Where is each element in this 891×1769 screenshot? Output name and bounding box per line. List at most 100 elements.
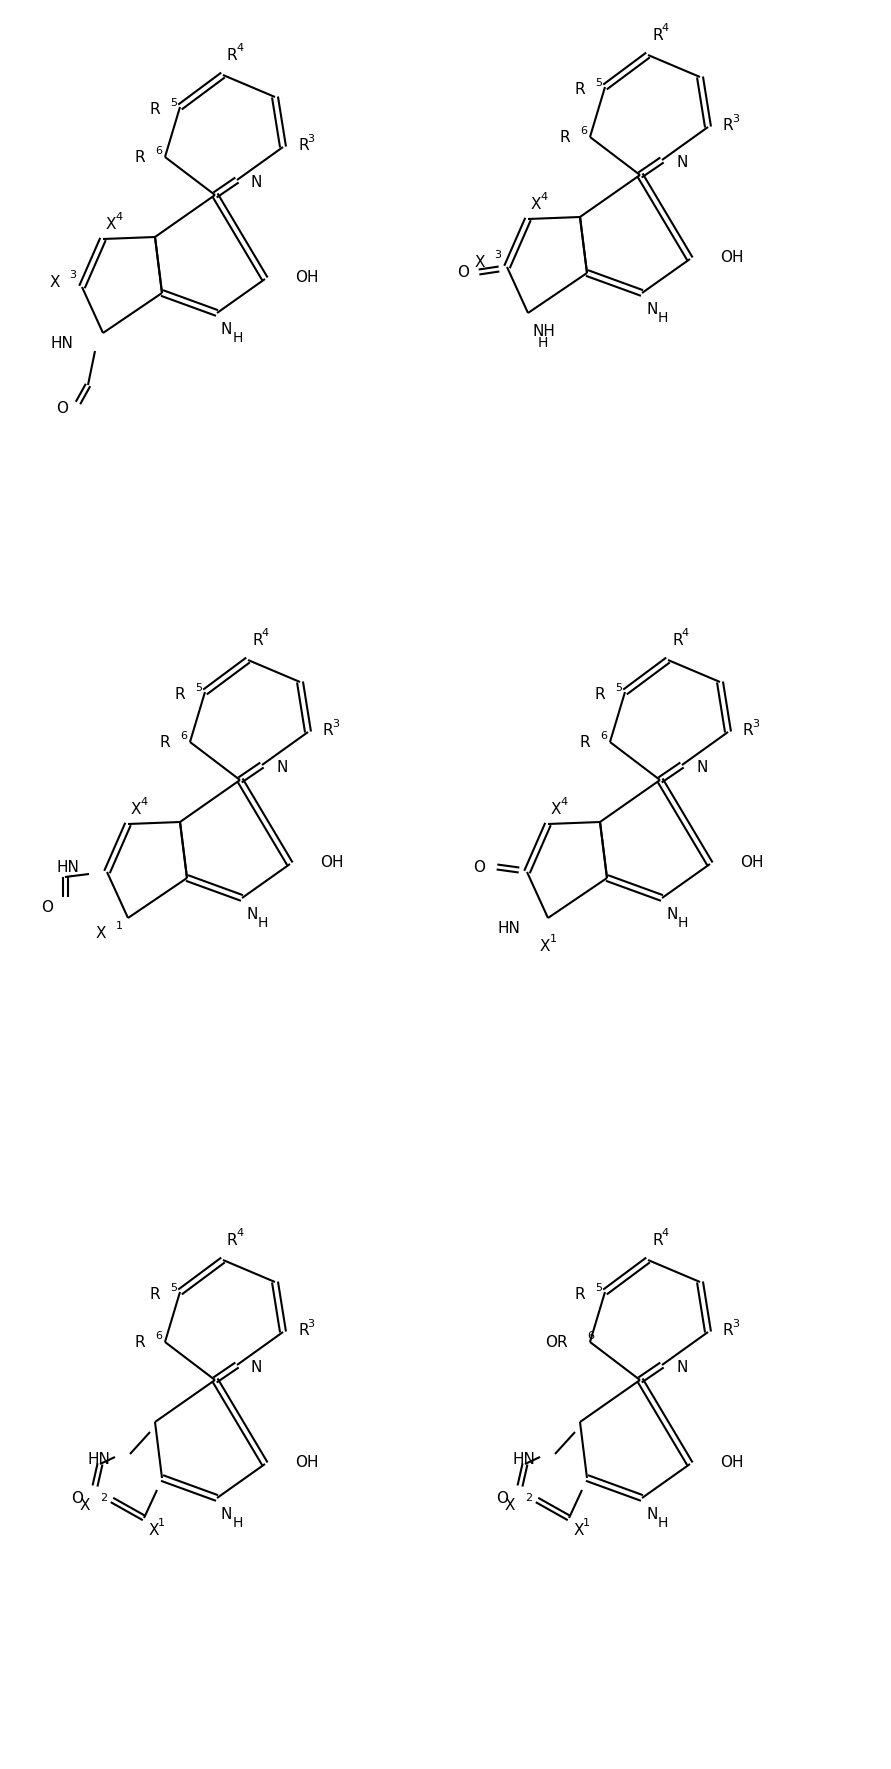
Text: R: R bbox=[298, 1323, 308, 1337]
Text: R: R bbox=[227, 1233, 238, 1247]
Text: HN: HN bbox=[50, 336, 73, 350]
Text: R: R bbox=[150, 101, 160, 117]
Text: H: H bbox=[538, 336, 548, 350]
Text: 3: 3 bbox=[732, 113, 739, 124]
Text: 5: 5 bbox=[595, 1283, 602, 1293]
Text: 4: 4 bbox=[140, 798, 147, 807]
Text: R: R bbox=[135, 150, 145, 165]
Text: R: R bbox=[560, 129, 570, 145]
Text: H: H bbox=[658, 1516, 668, 1530]
Text: R: R bbox=[175, 686, 185, 702]
Text: X: X bbox=[475, 255, 485, 269]
Text: 4: 4 bbox=[661, 1228, 668, 1238]
Text: N: N bbox=[276, 759, 288, 775]
Text: 1: 1 bbox=[583, 1518, 590, 1528]
Text: 6: 6 bbox=[580, 126, 587, 136]
Text: 4: 4 bbox=[236, 1228, 243, 1238]
Text: 4: 4 bbox=[681, 628, 688, 639]
Text: R: R bbox=[575, 81, 585, 97]
Text: R: R bbox=[743, 722, 754, 738]
Text: R: R bbox=[135, 1334, 145, 1350]
Text: 5: 5 bbox=[615, 683, 622, 693]
Text: 4: 4 bbox=[236, 42, 243, 53]
Text: N: N bbox=[666, 906, 677, 922]
Text: O: O bbox=[56, 400, 68, 416]
Text: H: H bbox=[258, 916, 268, 930]
Text: HN: HN bbox=[512, 1452, 535, 1467]
Text: 5: 5 bbox=[170, 97, 177, 108]
Text: 6: 6 bbox=[155, 1330, 162, 1341]
Text: HN: HN bbox=[87, 1452, 110, 1467]
Text: OR: OR bbox=[545, 1334, 568, 1350]
Text: X: X bbox=[131, 801, 142, 817]
Text: H: H bbox=[658, 311, 668, 325]
Text: X: X bbox=[95, 925, 106, 941]
Text: X: X bbox=[531, 196, 542, 212]
Text: O: O bbox=[496, 1491, 508, 1505]
Text: 2: 2 bbox=[100, 1493, 107, 1504]
Text: R: R bbox=[652, 1233, 663, 1247]
Text: OH: OH bbox=[740, 854, 764, 870]
Text: R: R bbox=[575, 1286, 585, 1302]
Text: X: X bbox=[106, 216, 117, 232]
Text: 6: 6 bbox=[600, 731, 607, 741]
Text: H: H bbox=[678, 916, 689, 930]
Text: 1: 1 bbox=[550, 934, 557, 945]
Text: N: N bbox=[251, 175, 262, 189]
Text: 3: 3 bbox=[332, 718, 339, 729]
Text: 6: 6 bbox=[155, 147, 162, 156]
Text: N: N bbox=[221, 1507, 233, 1521]
Text: R: R bbox=[723, 117, 733, 133]
Text: X: X bbox=[50, 274, 60, 290]
Text: R: R bbox=[298, 138, 308, 152]
Text: R: R bbox=[323, 722, 333, 738]
Text: R: R bbox=[594, 686, 605, 702]
Text: 4: 4 bbox=[540, 193, 547, 202]
Text: N: N bbox=[696, 759, 707, 775]
Text: H: H bbox=[233, 1516, 243, 1530]
Text: 3: 3 bbox=[752, 718, 759, 729]
Text: X: X bbox=[149, 1523, 159, 1537]
Text: 1: 1 bbox=[158, 1518, 165, 1528]
Text: O: O bbox=[457, 265, 469, 280]
Text: N: N bbox=[676, 154, 687, 170]
Text: 6: 6 bbox=[587, 1330, 594, 1341]
Text: 1: 1 bbox=[116, 922, 123, 930]
Text: X: X bbox=[574, 1523, 584, 1537]
Text: 3: 3 bbox=[494, 249, 501, 260]
Text: R: R bbox=[227, 48, 238, 62]
Text: R: R bbox=[723, 1323, 733, 1337]
Text: N: N bbox=[246, 906, 257, 922]
Text: NH: NH bbox=[533, 324, 556, 338]
Text: 2: 2 bbox=[525, 1493, 532, 1504]
Text: R: R bbox=[672, 633, 683, 647]
Text: 3: 3 bbox=[69, 271, 76, 280]
Text: N: N bbox=[646, 1507, 658, 1521]
Text: 6: 6 bbox=[180, 731, 187, 741]
Text: O: O bbox=[41, 899, 53, 915]
Text: R: R bbox=[652, 28, 663, 42]
Text: R: R bbox=[159, 734, 170, 750]
Text: 5: 5 bbox=[170, 1283, 177, 1293]
Text: N: N bbox=[646, 301, 658, 317]
Text: O: O bbox=[473, 860, 485, 874]
Text: OH: OH bbox=[295, 1454, 318, 1470]
Text: N: N bbox=[221, 322, 233, 336]
Text: 5: 5 bbox=[195, 683, 202, 693]
Text: X: X bbox=[551, 801, 561, 817]
Text: R: R bbox=[150, 1286, 160, 1302]
Text: 3: 3 bbox=[307, 1320, 314, 1329]
Text: 4: 4 bbox=[261, 628, 268, 639]
Text: OH: OH bbox=[720, 1454, 743, 1470]
Text: X: X bbox=[504, 1498, 515, 1512]
Text: X: X bbox=[79, 1498, 90, 1512]
Text: 4: 4 bbox=[661, 23, 668, 34]
Text: 4: 4 bbox=[560, 798, 568, 807]
Text: 5: 5 bbox=[595, 78, 602, 88]
Text: N: N bbox=[251, 1360, 262, 1375]
Text: X: X bbox=[540, 939, 551, 953]
Text: 4: 4 bbox=[115, 212, 122, 221]
Text: 3: 3 bbox=[307, 134, 314, 143]
Text: R: R bbox=[252, 633, 263, 647]
Text: 3: 3 bbox=[732, 1320, 739, 1329]
